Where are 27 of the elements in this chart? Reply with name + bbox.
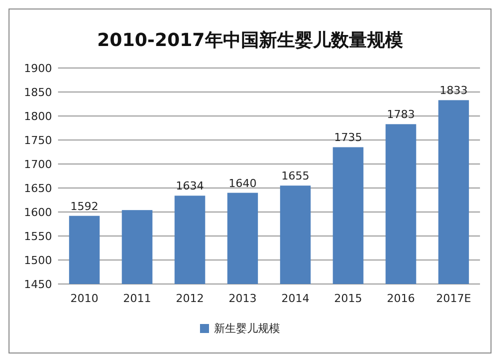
y-tick-label: 1750	[24, 134, 52, 147]
data-label: 1655	[281, 170, 310, 183]
x-tick-label: 2012	[176, 292, 204, 305]
x-tick-label: 2016	[386, 292, 415, 305]
x-tick-label: 2013	[228, 292, 257, 305]
data-label: 1833	[440, 84, 468, 98]
y-tick-label: 1500	[24, 254, 52, 267]
x-tick-label: 2010	[70, 292, 98, 305]
data-label: 1640	[228, 176, 257, 190]
x-tick-label: 2015	[334, 292, 362, 305]
legend-label: 新生婴儿规模	[214, 322, 280, 335]
y-tick-label: 1850	[24, 86, 52, 99]
data-label: 1735	[334, 131, 362, 144]
y-tick-label: 1700	[24, 158, 52, 171]
data-label: 1783	[386, 108, 415, 122]
chart-title: 2010-2017年中国新生婴儿数量规模	[97, 30, 403, 51]
x-tick-label: 2011	[123, 292, 152, 305]
data-label: 1634	[176, 180, 204, 193]
y-tick-label: 1800	[24, 110, 52, 123]
data-label: 1592	[70, 200, 98, 213]
x-tick-label: 2014	[281, 292, 310, 305]
y-tick-label: 1450	[24, 278, 52, 291]
y-tick-label: 1650	[24, 182, 52, 195]
y-tick-label: 1900	[24, 62, 52, 75]
x-tick-label: 2017E	[436, 292, 472, 305]
y-tick-label: 1550	[24, 230, 52, 243]
y-tick-label: 1600	[24, 206, 52, 219]
